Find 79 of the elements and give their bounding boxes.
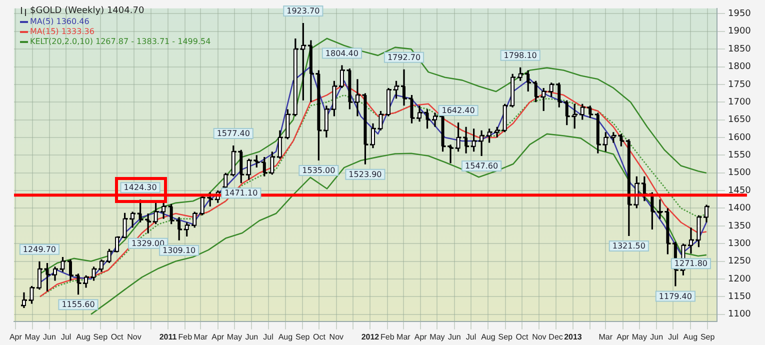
y-tick-label: 1200	[728, 274, 752, 284]
x-tick-label: Nov	[329, 332, 344, 342]
chart-title: $GOLD (Weekly) 1404.70	[30, 6, 144, 17]
x-tick-label: Dec	[548, 332, 563, 342]
y-tick-label: 1150	[728, 292, 752, 302]
x-tick-label: Mar	[194, 332, 208, 342]
annotation: 1471.10	[224, 188, 258, 198]
x-tick-label: Jun	[448, 332, 461, 342]
x-tick-label: May	[632, 332, 648, 342]
x-tick-label: Jul	[668, 332, 679, 342]
x-tick-label: Apr	[9, 332, 22, 342]
x-tick-label: Nov	[127, 332, 142, 342]
x-tick-label: Aug	[683, 332, 698, 342]
y-tick-label: 1750	[728, 80, 752, 90]
y-tick-label: 1250	[728, 256, 752, 267]
annotation: 1804.40	[325, 48, 359, 58]
annotation: 1523.90	[348, 170, 382, 179]
y-tick-label: 1850	[728, 44, 752, 54]
legend-label: MA(15) 1333.36	[30, 27, 94, 37]
x-tick-label: May	[430, 332, 445, 342]
x-tick-label: Jul	[60, 332, 72, 342]
x-tick-label: 2013	[564, 332, 582, 342]
y-tick-label: 1100	[728, 310, 752, 320]
y-tick-label: 1550	[728, 150, 752, 161]
annotation: 1577.40	[216, 129, 250, 138]
x-tick-label: Sep	[498, 332, 514, 342]
x-tick-label: Aug	[481, 332, 496, 342]
y-tick-label: 1800	[728, 62, 752, 72]
x-tick-label: Jul	[263, 332, 274, 342]
x-tick-label: Jun	[245, 332, 258, 342]
x-tick-label: Oct	[516, 332, 529, 342]
x-tick-label: Jun	[43, 332, 56, 342]
y-tick-label: 1500	[728, 168, 752, 178]
legend-label: KELT(20,2.0,10) 1267.87 - 1383.71 - 1499.54	[30, 37, 211, 47]
y-tick-label: 1400	[728, 204, 752, 214]
x-tick-label: Jun	[650, 332, 664, 342]
y-tick-label: 1900	[728, 26, 752, 37]
x-tick-label: Nov	[532, 332, 546, 342]
y-tick-label: 1650	[728, 115, 752, 126]
annotation: 1321.50	[612, 242, 646, 251]
annotation: 1792.70	[387, 52, 421, 62]
x-tick-label: May	[24, 332, 40, 342]
x-tick-label: Apr	[414, 332, 428, 342]
annotation: 1547.60	[465, 162, 498, 171]
annotation: 1798.10	[504, 51, 537, 60]
x-tick-label: Oct	[110, 332, 124, 342]
annotation: 1923.70	[286, 6, 320, 16]
annotation: 1642.40	[442, 106, 475, 116]
annotation: 1155.60	[62, 300, 95, 310]
legend-label: MA(5) 1360.46	[30, 17, 90, 27]
x-tick-label: Mar	[598, 332, 613, 342]
x-tick-label: Apr	[212, 332, 224, 342]
x-tick-label: Sep	[296, 332, 310, 342]
annotation: 1249.70	[22, 244, 56, 254]
y-tick-label: 1450	[728, 186, 752, 196]
x-tick-label: May	[226, 332, 242, 342]
x-tick-label: Feb	[380, 332, 395, 342]
x-tick-label: Feb	[178, 332, 193, 342]
annotation: 1329.00	[132, 238, 165, 248]
x-tick-label: Sep	[700, 332, 716, 342]
y-tick-label: 1300	[728, 238, 752, 249]
x-tick-label: 2012	[361, 332, 380, 342]
x-tick-label: Apr	[616, 332, 630, 342]
annotation: 1179.40	[658, 292, 692, 301]
annotation: 1271.80	[674, 259, 708, 268]
x-tick-label: Aug	[278, 332, 293, 342]
x-tick-label: Mar	[396, 332, 411, 342]
x-tick-label: Jul	[466, 332, 476, 342]
annotation: 1309.10	[162, 246, 196, 255]
y-tick-label: 1950	[728, 9, 752, 20]
x-tick-label: Aug	[76, 332, 90, 342]
y-tick-label: 1600	[728, 132, 752, 143]
x-tick-label: Sep	[93, 332, 108, 342]
annotation: 1535.00	[302, 166, 336, 176]
y-tick-label: 1350	[728, 221, 752, 232]
x-tick-label: 2011	[159, 332, 178, 342]
y-tick-label: 1700	[728, 97, 752, 108]
annotation: 1424.30	[124, 183, 157, 192]
x-tick-label: Oct	[313, 332, 326, 342]
